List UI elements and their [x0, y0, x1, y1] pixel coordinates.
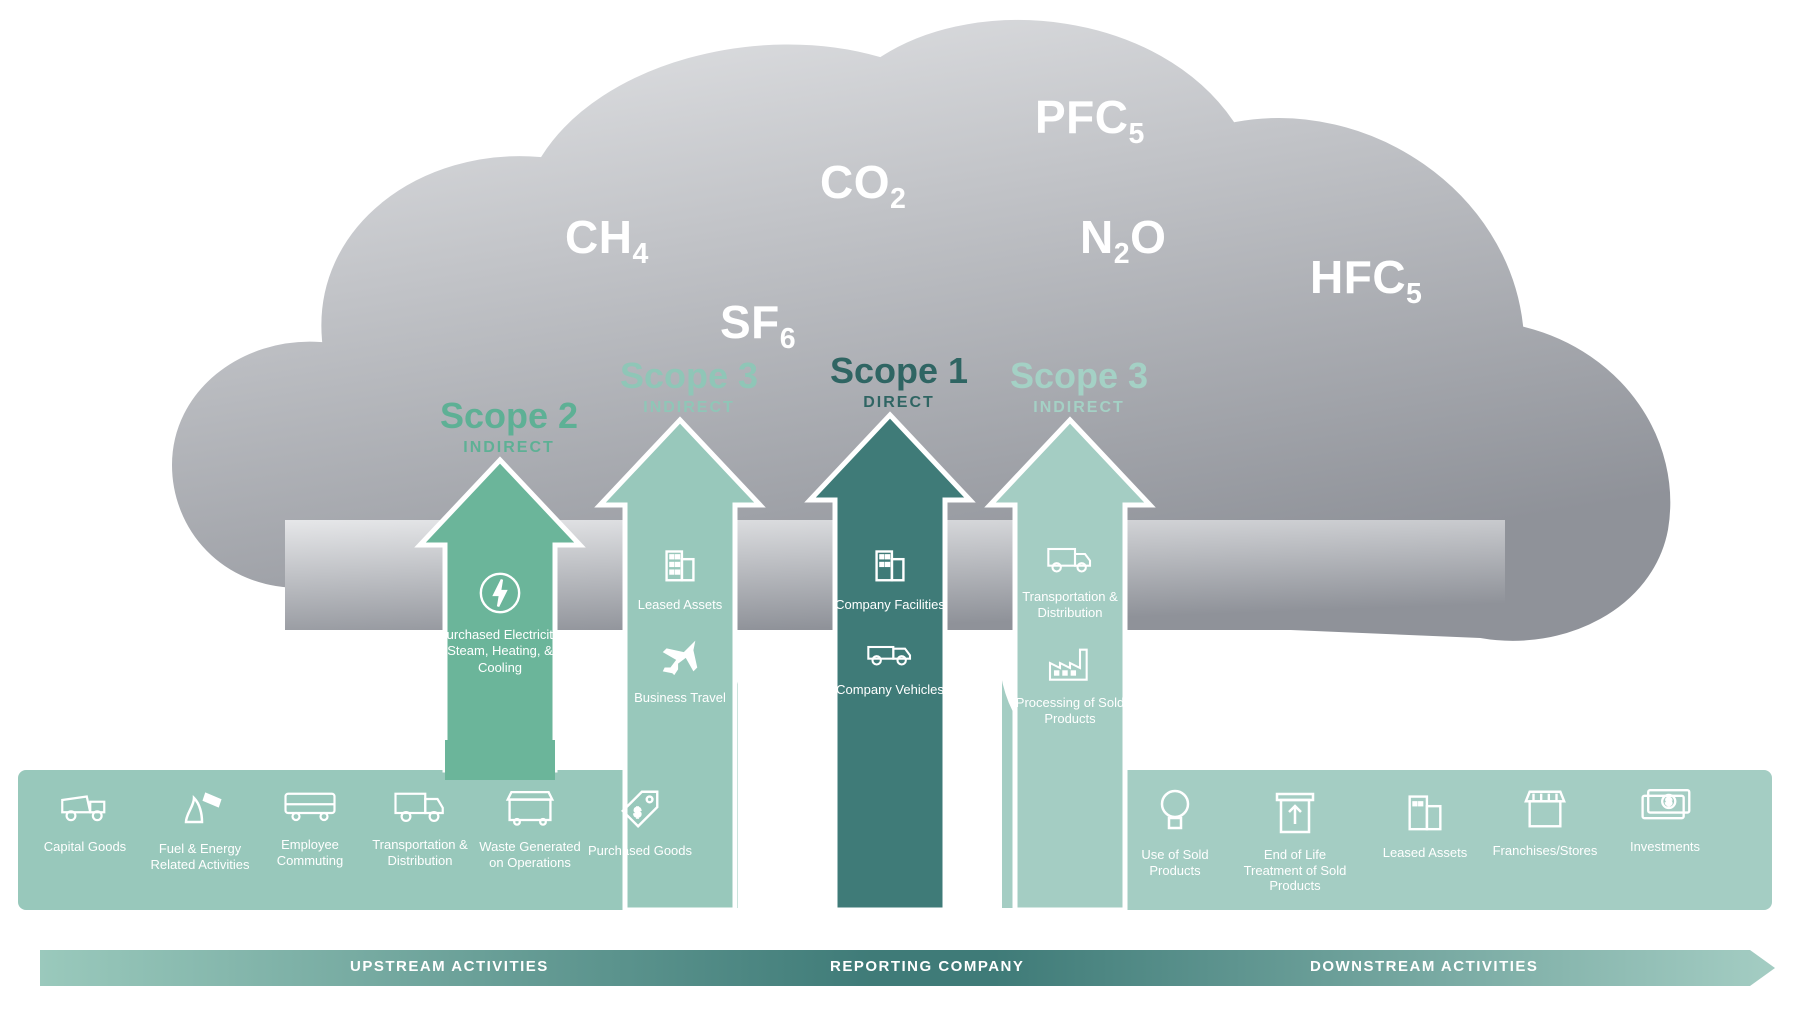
bus-icon — [282, 786, 338, 831]
scope3a-items: Leased Assets Business Travel — [610, 540, 750, 727]
scope3a-title: Scope 3 INDIRECT — [620, 355, 758, 417]
scope1-item-1-label: Company Vehicles — [820, 682, 960, 698]
band-dn-4: $ Investments — [1610, 786, 1720, 855]
scope3a-title-text: Scope 3 — [620, 355, 758, 397]
scope3b-item-0-label: Transportation & Distribution — [1000, 589, 1140, 622]
scope2-title: Scope 2 INDIRECT — [440, 395, 578, 457]
scope3b-item-0: Transportation & Distribution — [1000, 540, 1140, 622]
dumptruck-icon — [57, 786, 113, 833]
svg-text:$: $ — [1666, 797, 1672, 808]
scope3a-item-0: Leased Assets — [610, 540, 750, 613]
scope3b-title-text: Scope 3 — [1010, 355, 1148, 397]
dumpster-icon — [504, 786, 556, 833]
scope3b-subtitle: INDIRECT — [1010, 399, 1148, 417]
scope3a-item-1-label: Business Travel — [610, 690, 750, 706]
band-up-4-label: Waste Generated on Operations — [475, 839, 585, 870]
truck-icon — [865, 633, 915, 676]
band-up-5-label: Purchased Goods — [585, 843, 695, 859]
plane-icon — [657, 633, 703, 684]
scope2-item-0: Purchased Electricity, Steam, Heating, &… — [430, 570, 570, 676]
building-icon — [657, 540, 703, 591]
scope3b-item-1: Processing of Sold Products — [1000, 642, 1140, 728]
ghg-scope-diagram: PFC5 CO2 CH4 N2O HFC5 SF6 Scope 2 INDIRE… — [0, 0, 1807, 1024]
tag-icon: $ — [617, 786, 663, 837]
band-dn-2: Leased Assets — [1370, 786, 1480, 861]
scope1-item-0: Company Facilities — [820, 540, 960, 613]
gas-n2o: N2O — [1080, 210, 1166, 271]
scope2-subtitle: INDIRECT — [440, 439, 578, 457]
band-up-5: $ Purchased Goods — [585, 786, 695, 859]
bulb-icon — [1155, 786, 1195, 841]
truck-icon — [1045, 540, 1095, 583]
building-icon — [867, 540, 913, 591]
bottom-label-center: REPORTING COMPANY — [830, 958, 1024, 975]
scope1-title: Scope 1 DIRECT — [830, 350, 968, 412]
scope3b-item-1-label: Processing of Sold Products — [1000, 695, 1140, 728]
band-up-0: Capital Goods — [30, 786, 140, 855]
bolt-icon — [477, 570, 523, 621]
band-dn-0: Use of Sold Products — [1120, 786, 1230, 878]
band-up-3-label: Transportation & Distribution — [365, 837, 475, 868]
scope3a-item-1: Business Travel — [610, 633, 750, 706]
diagram-svg — [0, 0, 1807, 1024]
band-up-2: Employee Commuting — [255, 786, 365, 868]
band-up-3: Transportation & Distribution — [365, 786, 475, 868]
band-dn-2-label: Leased Assets — [1370, 845, 1480, 861]
band-up-1: Fuel & Energy Related Activities — [145, 786, 255, 872]
band-dn-4-label: Investments — [1610, 839, 1720, 855]
scope2-item-0-label: Purchased Electricity, Steam, Heating, &… — [430, 627, 570, 676]
band-dn-1-label: End of Life Treatment of Sold Products — [1240, 847, 1350, 894]
bottom-label-downstream: DOWNSTREAM ACTIVITIES — [1310, 958, 1538, 975]
scope3b-items: Transportation & Distribution Processing… — [1000, 540, 1140, 747]
fuel-icon — [176, 786, 224, 835]
scope1-item-1: Company Vehicles — [820, 633, 960, 698]
gas-hfc5: HFC5 — [1310, 250, 1422, 311]
store-icon — [1520, 786, 1570, 837]
scope1-subtitle: DIRECT — [830, 394, 968, 412]
band-dn-3: Franchises/Stores — [1490, 786, 1600, 859]
truck-icon — [392, 786, 448, 831]
scope2-title-text: Scope 2 — [440, 395, 578, 437]
gas-sf6: SF6 — [720, 295, 796, 356]
band-dn-1: End of Life Treatment of Sold Products — [1240, 786, 1350, 894]
scope3a-subtitle: INDIRECT — [620, 399, 758, 417]
factory-icon — [1045, 642, 1095, 689]
scope1-item-0-label: Company Facilities — [820, 597, 960, 613]
scope1-title-text: Scope 1 — [830, 350, 968, 392]
band-up-0-label: Capital Goods — [30, 839, 140, 855]
bottom-label-upstream: UPSTREAM ACTIVITIES — [350, 958, 549, 975]
band-dn-3-label: Franchises/Stores — [1490, 843, 1600, 859]
band-up-2-label: Employee Commuting — [255, 837, 365, 868]
scope2-items: Purchased Electricity, Steam, Heating, &… — [430, 570, 570, 696]
band-up-4: Waste Generated on Operations — [475, 786, 585, 870]
money-icon: $ — [1637, 786, 1693, 833]
band-dn-0-label: Use of Sold Products — [1120, 847, 1230, 878]
scope3b-title: Scope 3 INDIRECT — [1010, 355, 1148, 417]
building-icon — [1402, 786, 1448, 839]
gas-pfc5: PFC5 — [1035, 90, 1145, 151]
scope3a-item-0-label: Leased Assets — [610, 597, 750, 613]
svg-text:$: $ — [634, 808, 641, 820]
band-up-1-label: Fuel & Energy Related Activities — [145, 841, 255, 872]
recycle-icon — [1273, 786, 1317, 841]
gas-co2: CO2 — [820, 155, 906, 216]
scope1-items: Company Facilities Company Vehicles — [820, 540, 960, 719]
gas-ch4: CH4 — [565, 210, 649, 271]
